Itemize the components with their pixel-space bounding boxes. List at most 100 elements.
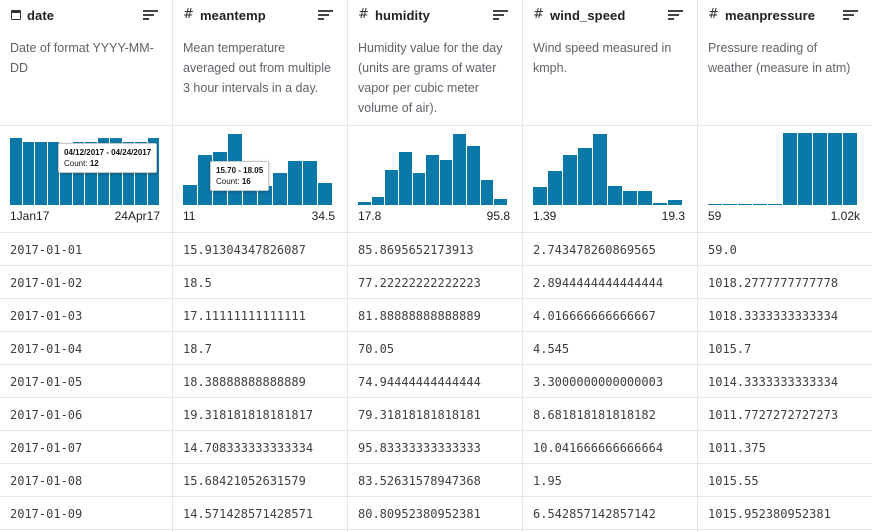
table-row[interactable]: 2017-01-01 — [0, 233, 172, 266]
table-row[interactable]: 2017-01-05 — [0, 365, 172, 398]
table-row[interactable]: 3.3000000000000003 — [523, 365, 697, 398]
tooltip-range: 15.70 - 18.05 — [216, 166, 264, 175]
histogram-bar[interactable] — [183, 184, 198, 205]
table-row[interactable]: 14.571428571428571 — [173, 497, 347, 530]
table-row[interactable]: 79.31818181818181 — [348, 398, 522, 431]
table-row[interactable]: 70.05 — [348, 332, 522, 365]
histogram-bar[interactable] — [273, 172, 288, 205]
histogram-bar[interactable] — [22, 141, 35, 205]
table-row[interactable]: 18.7 — [173, 332, 347, 365]
table-row[interactable]: 85.8695652173913 — [348, 233, 522, 266]
table-row[interactable]: 77.22222222222223 — [348, 266, 522, 299]
histogram-bar[interactable] — [412, 172, 427, 205]
histogram[interactable] — [708, 133, 858, 205]
histogram-bar[interactable] — [439, 160, 454, 205]
histogram-bar[interactable] — [10, 138, 23, 205]
table-row[interactable]: 1011.375 — [698, 431, 872, 464]
table-row[interactable]: 4.545 — [523, 332, 697, 365]
histogram-bar[interactable] — [398, 152, 413, 205]
histogram-bar[interactable] — [708, 203, 723, 205]
histogram-bar[interactable] — [623, 190, 638, 205]
table-row[interactable]: 95.83333333333333 — [348, 431, 522, 464]
histogram-bar[interactable] — [798, 133, 813, 205]
table-row[interactable]: 2017-01-09 — [0, 497, 172, 530]
table-row[interactable]: 59.0 — [698, 233, 872, 266]
histogram-bar[interactable] — [467, 145, 481, 205]
table-row[interactable]: 19.318181818181817 — [173, 398, 347, 431]
table-row[interactable]: 2017-01-07 — [0, 431, 172, 464]
table-row[interactable]: 15.91304347826087 — [173, 233, 347, 266]
table-row[interactable]: 18.5 — [173, 266, 347, 299]
histogram-bar[interactable] — [426, 154, 440, 205]
histogram-bar[interactable] — [35, 141, 48, 205]
column-header[interactable]: # humidity — [348, 0, 522, 33]
table-row[interactable]: 1014.3333333333334 — [698, 365, 872, 398]
table-row[interactable]: 15.68421052631579 — [173, 464, 347, 497]
table-cell: 95.83333333333333 — [358, 441, 481, 455]
histogram-bar[interactable] — [813, 133, 828, 205]
table-row[interactable]: 2017-01-08 — [0, 464, 172, 497]
table-row[interactable]: 1015.55 — [698, 464, 872, 497]
histogram[interactable] — [358, 133, 508, 205]
histogram-bar[interactable] — [768, 203, 783, 205]
histogram-bar[interactable] — [548, 171, 563, 205]
table-row[interactable]: 74.94444444444444 — [348, 365, 522, 398]
histogram-bar[interactable] — [578, 148, 593, 205]
sort-icon[interactable] — [668, 10, 683, 21]
histogram-bar[interactable] — [494, 198, 508, 205]
table-row[interactable]: 1018.3333333333334 — [698, 299, 872, 332]
histogram-bar[interactable] — [723, 203, 738, 205]
table-row[interactable]: 80.80952380952381 — [348, 497, 522, 530]
table-row[interactable]: 18.38888888888889 — [173, 365, 347, 398]
table-row[interactable]: 17.11111111111111 — [173, 299, 347, 332]
table-row[interactable]: 8.681818181818182 — [523, 398, 697, 431]
table-row[interactable]: 83.52631578947368 — [348, 464, 522, 497]
table-row[interactable]: 14.708333333333334 — [173, 431, 347, 464]
table-row[interactable]: 4.016666666666667 — [523, 299, 697, 332]
column-header[interactable]: # meantemp — [173, 0, 347, 33]
histogram-bar[interactable] — [738, 203, 753, 205]
column-header[interactable]: date — [0, 0, 172, 33]
table-row[interactable]: 10.041666666666664 — [523, 431, 697, 464]
histogram-bar[interactable] — [843, 133, 858, 205]
histogram-bar[interactable] — [638, 190, 653, 205]
histogram-bar[interactable] — [783, 133, 798, 205]
histogram-bar[interactable] — [608, 185, 623, 205]
table-row[interactable]: 1018.2777777777778 — [698, 266, 872, 299]
histogram-bar[interactable] — [828, 133, 843, 205]
table-row[interactable]: 2017-01-06 — [0, 398, 172, 431]
histogram-bar[interactable] — [318, 182, 333, 205]
table-row[interactable]: 6.542857142857142 — [523, 497, 697, 530]
table-row[interactable]: 2.8944444444444444 — [523, 266, 697, 299]
histogram-bar[interactable] — [453, 133, 468, 205]
histogram-bar[interactable] — [288, 161, 303, 205]
histogram-bar[interactable] — [371, 197, 386, 205]
table-row[interactable]: 2.743478260869565 — [523, 233, 697, 266]
histogram-bar[interactable] — [668, 199, 683, 205]
histogram-bar[interactable] — [480, 179, 495, 205]
table-row[interactable]: 2017-01-03 — [0, 299, 172, 332]
table-row[interactable]: 2017-01-04 — [0, 332, 172, 365]
table-row[interactable]: 1011.7727272727273 — [698, 398, 872, 431]
sort-icon[interactable] — [143, 10, 158, 21]
table-row[interactable]: 1015.7 — [698, 332, 872, 365]
histogram-bar[interactable] — [47, 141, 60, 205]
table-row[interactable]: 1015.952380952381 — [698, 497, 872, 530]
table-row[interactable]: 2017-01-02 — [0, 266, 172, 299]
histogram-bar[interactable] — [303, 161, 318, 205]
histogram-bar[interactable] — [533, 187, 548, 205]
histogram-bar[interactable] — [653, 202, 668, 205]
column-header[interactable]: # meanpressure — [698, 0, 872, 33]
histogram-bar[interactable] — [385, 169, 399, 205]
histogram-bar[interactable] — [358, 202, 372, 205]
sort-icon[interactable] — [318, 10, 333, 21]
column-header[interactable]: # wind_speed — [523, 0, 697, 33]
table-row[interactable]: 81.88888888888889 — [348, 299, 522, 332]
sort-icon[interactable] — [843, 10, 858, 21]
histogram-bar[interactable] — [593, 133, 608, 205]
histogram-bar[interactable] — [563, 154, 578, 205]
table-row[interactable]: 1.95 — [523, 464, 697, 497]
sort-icon[interactable] — [493, 10, 508, 21]
histogram-bar[interactable] — [753, 203, 768, 205]
histogram[interactable] — [533, 133, 683, 205]
